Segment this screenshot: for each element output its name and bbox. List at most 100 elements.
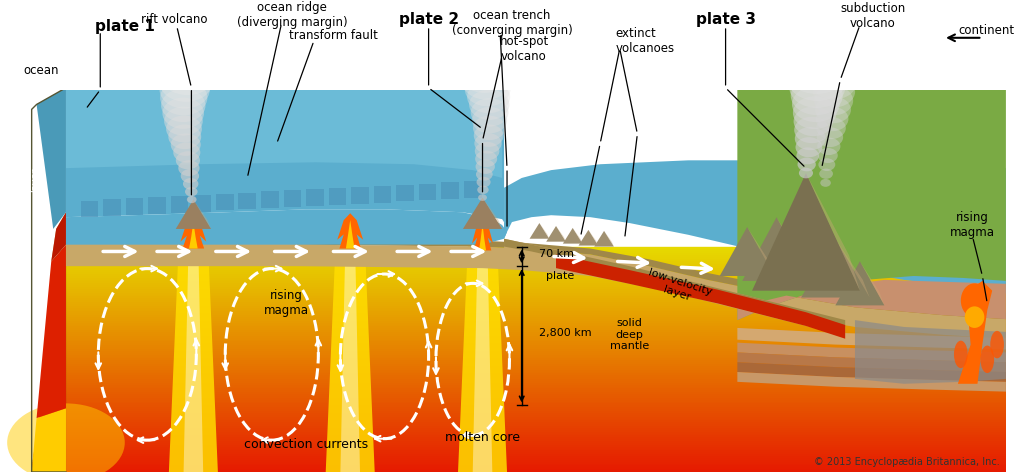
Bar <box>66 384 1007 386</box>
Polygon shape <box>604 231 613 246</box>
Polygon shape <box>472 217 494 251</box>
Polygon shape <box>49 357 66 359</box>
Bar <box>66 457 1007 459</box>
Polygon shape <box>189 222 198 249</box>
Bar <box>66 421 1007 423</box>
Bar <box>66 331 1007 333</box>
Bar <box>66 286 1007 288</box>
Bar <box>66 382 1007 384</box>
Polygon shape <box>63 260 66 261</box>
Polygon shape <box>46 374 66 376</box>
Polygon shape <box>32 470 66 472</box>
Polygon shape <box>748 227 774 276</box>
Bar <box>66 311 1007 312</box>
Text: rift volcano: rift volcano <box>140 13 207 25</box>
Ellipse shape <box>752 0 846 45</box>
Bar <box>66 324 1007 326</box>
Bar <box>66 376 1007 378</box>
Bar <box>66 312 1007 314</box>
Ellipse shape <box>980 346 994 373</box>
Ellipse shape <box>787 56 848 101</box>
Polygon shape <box>60 278 66 280</box>
Bar <box>66 346 1007 348</box>
Bar <box>66 342 1007 344</box>
Bar <box>66 256 1007 258</box>
Polygon shape <box>52 335 66 337</box>
Polygon shape <box>737 280 1006 320</box>
Ellipse shape <box>763 0 849 59</box>
Polygon shape <box>38 432 66 434</box>
Ellipse shape <box>791 76 843 115</box>
Ellipse shape <box>173 143 201 163</box>
Bar <box>66 401 1007 403</box>
Polygon shape <box>479 224 486 251</box>
Polygon shape <box>183 246 203 472</box>
Bar <box>66 446 1007 447</box>
Bar <box>66 436 1007 438</box>
Polygon shape <box>51 212 66 261</box>
Bar <box>66 326 1007 328</box>
Polygon shape <box>41 406 66 408</box>
Polygon shape <box>464 181 481 198</box>
Bar <box>66 405 1007 406</box>
Bar <box>66 466 1007 468</box>
Polygon shape <box>62 267 66 269</box>
Bar <box>66 263 1007 265</box>
Ellipse shape <box>781 35 850 87</box>
Polygon shape <box>57 299 66 301</box>
Polygon shape <box>529 223 549 239</box>
Polygon shape <box>35 449 66 451</box>
Polygon shape <box>57 303 66 305</box>
Bar <box>66 252 1007 254</box>
Polygon shape <box>55 318 66 320</box>
Bar <box>66 280 1007 282</box>
Ellipse shape <box>160 62 212 102</box>
Polygon shape <box>720 227 774 276</box>
Ellipse shape <box>474 133 502 153</box>
Polygon shape <box>33 461 66 463</box>
Ellipse shape <box>790 66 846 108</box>
Text: plate 2: plate 2 <box>398 12 459 27</box>
Text: © 2013 Encyclopædia Britannica, Inc.: © 2013 Encyclopædia Britannica, Inc. <box>814 457 1000 467</box>
Bar <box>66 464 1007 466</box>
Polygon shape <box>326 246 375 472</box>
Polygon shape <box>32 466 66 468</box>
Bar <box>66 292 1007 294</box>
Bar <box>66 295 1007 297</box>
Bar <box>66 335 1007 337</box>
Ellipse shape <box>777 25 851 80</box>
Bar <box>66 427 1007 429</box>
Polygon shape <box>37 438 66 440</box>
Bar <box>66 258 1007 260</box>
Polygon shape <box>35 451 66 453</box>
Polygon shape <box>58 295 66 297</box>
Polygon shape <box>66 244 1006 339</box>
Polygon shape <box>49 354 66 355</box>
Bar <box>66 395 1007 397</box>
Ellipse shape <box>961 283 988 318</box>
Polygon shape <box>60 284 66 286</box>
Bar <box>66 273 1007 275</box>
Bar <box>66 372 1007 374</box>
Bar <box>66 344 1007 346</box>
Polygon shape <box>66 239 1006 319</box>
Polygon shape <box>41 410 66 412</box>
Bar <box>66 309 1007 311</box>
Polygon shape <box>52 333 66 335</box>
Polygon shape <box>47 369 66 371</box>
Bar <box>66 463 1007 464</box>
Ellipse shape <box>478 194 487 201</box>
Polygon shape <box>737 353 1006 372</box>
Polygon shape <box>52 337 66 338</box>
Polygon shape <box>37 244 66 418</box>
Polygon shape <box>589 230 598 245</box>
Bar <box>66 288 1007 290</box>
Ellipse shape <box>790 0 857 44</box>
Polygon shape <box>47 367 66 369</box>
Ellipse shape <box>798 158 816 171</box>
Polygon shape <box>306 189 324 206</box>
Ellipse shape <box>792 86 840 122</box>
Polygon shape <box>329 188 346 205</box>
Polygon shape <box>765 209 847 288</box>
Polygon shape <box>42 401 66 403</box>
